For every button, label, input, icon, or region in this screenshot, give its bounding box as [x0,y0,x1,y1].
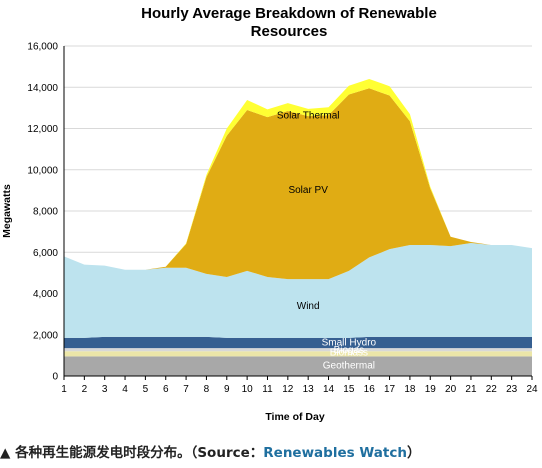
y-tick-label: 0 [52,372,58,383]
x-tick-label: 19 [425,384,437,395]
caption-source-link[interactable]: Renewables Watch [263,445,407,461]
x-tick-label: 9 [224,384,230,395]
x-tick-label: 17 [384,384,396,395]
series-label-solar-pv: Solar PV [288,185,328,196]
y-tick-label: 14,000 [27,83,58,94]
series-label-geothermal: Geothermal [323,361,375,372]
y-tick-label: 16,000 [27,42,58,53]
x-tick-label: 12 [282,384,294,395]
area-solar-pv [64,88,532,280]
area-biogas [64,348,532,352]
x-tick-label: 23 [506,384,518,395]
x-tick-label: 20 [445,384,457,395]
area-biomass [64,351,532,357]
x-tick-label: 14 [323,384,335,395]
caption-suffix: ） [406,445,421,461]
x-tick-label: 21 [465,384,477,395]
x-tick-label: 18 [404,384,416,395]
x-tick-label: 4 [122,384,128,395]
stacked-areas [64,79,532,376]
x-tick-label: 11 [262,384,273,395]
y-tick-label: 2,000 [33,330,58,341]
x-tick-label: 3 [102,384,108,395]
area-wind [64,242,532,338]
series-label-biomass: Biomass [330,347,368,358]
x-tick-label: 8 [204,384,210,395]
y-tick-label: 4,000 [33,289,58,300]
series-label-solar-thermal: Solar Thermal [277,111,340,122]
x-tick-label: 22 [486,384,498,395]
x-tick-label: 2 [82,384,88,395]
chart-title-line-2: Resources [251,23,328,40]
area-small-hydro [64,336,532,349]
axes: 0 2,000 4,000 6,000 8,000 10,000 12,000 14,000 1… [27,42,538,396]
y-tick-label: 10,000 [27,165,58,176]
figure-caption: ▲ 各种再生能源发电时段分布。（Source：Renewables Watch） [0,441,542,463]
x-tick-label: 10 [242,384,254,395]
chart-title-line-1: Hourly Average Breakdown of Renewable [141,5,437,22]
x-tick-label: 1 [61,384,67,395]
x-tick-label: 5 [143,384,149,395]
x-tick-label: 7 [183,384,189,395]
y-tick-label: 6,000 [33,248,58,259]
series-label-wind: Wind [297,301,320,312]
y-tick-label: 12,000 [27,124,58,135]
chart: Hourly Average Breakdown of Renewable Re… [1,5,538,423]
x-tick-label: 24 [526,384,538,395]
caption-prefix: ▲ 各种再生能源发电时段分布。（Source： [0,445,264,461]
area-geothermal [64,356,532,376]
x-tick-label: 6 [163,384,169,395]
x-axis-label: Time of Day [265,411,324,423]
x-tick-label: 13 [303,384,315,395]
series-label-small-hydro: Small Hydro [322,337,377,348]
y-axis-label: Megawatts [1,184,13,238]
x-tick-label: 16 [364,384,376,395]
y-tick-label: 8,000 [33,207,58,218]
series-label-biogas: Biogas [334,345,365,356]
x-tick-label: 15 [343,384,355,395]
